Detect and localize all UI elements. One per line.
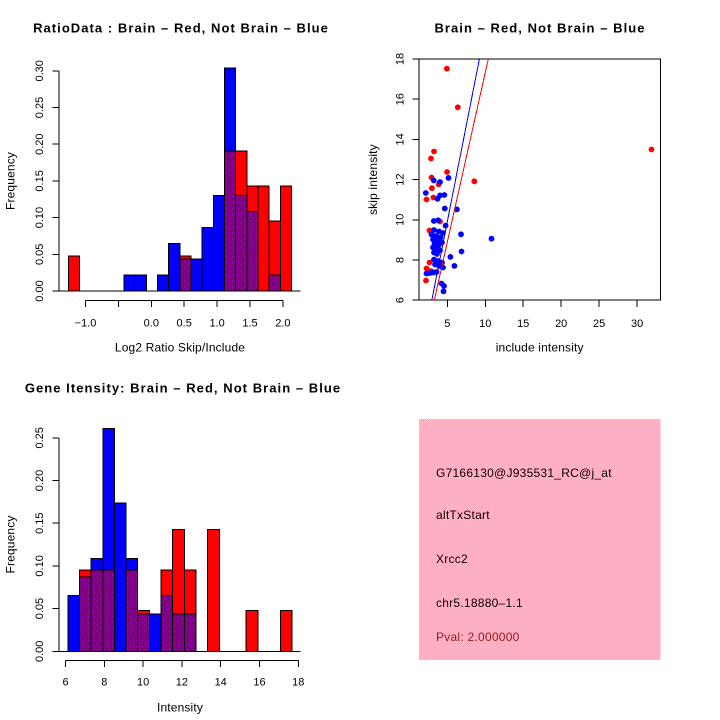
svg-text:0.05: 0.05 bbox=[34, 598, 46, 619]
svg-text:altTxStart: altTxStart bbox=[436, 508, 490, 522]
svg-text:18: 18 bbox=[395, 53, 407, 65]
svg-text:1.5: 1.5 bbox=[242, 318, 257, 330]
svg-text:8: 8 bbox=[101, 677, 107, 689]
svg-text:6: 6 bbox=[395, 297, 407, 303]
svg-text:18: 18 bbox=[292, 677, 304, 689]
svg-text:12: 12 bbox=[176, 677, 188, 689]
svg-text:Frequency: Frequency bbox=[4, 152, 18, 210]
svg-text:14: 14 bbox=[215, 677, 227, 689]
svg-text:chr5.18880–1.1: chr5.18880–1.1 bbox=[436, 596, 523, 610]
svg-text:1.0: 1.0 bbox=[209, 318, 224, 330]
svg-text:0.15: 0.15 bbox=[34, 512, 46, 533]
svg-text:0.00: 0.00 bbox=[34, 280, 46, 301]
svg-text:25: 25 bbox=[593, 318, 605, 330]
svg-text:5: 5 bbox=[444, 318, 450, 330]
svg-text:0.5: 0.5 bbox=[177, 318, 192, 330]
svg-text:Frequency: Frequency bbox=[4, 515, 18, 573]
svg-text:16: 16 bbox=[253, 677, 265, 689]
svg-text:8: 8 bbox=[395, 257, 407, 263]
svg-text:30: 30 bbox=[631, 318, 643, 330]
svg-text:6: 6 bbox=[62, 677, 68, 689]
svg-text:include intensity: include intensity bbox=[496, 341, 584, 355]
svg-text:20: 20 bbox=[555, 318, 567, 330]
svg-text:0.20: 0.20 bbox=[34, 470, 46, 491]
svg-text:Pval: 2.000000: Pval: 2.000000 bbox=[436, 630, 520, 644]
svg-text:10: 10 bbox=[137, 677, 149, 689]
svg-text:2.0: 2.0 bbox=[275, 318, 290, 330]
svg-text:0.10: 0.10 bbox=[34, 555, 46, 576]
svg-text:Log2 Ratio Skip/Include: Log2 Ratio Skip/Include bbox=[115, 341, 245, 355]
svg-text:−1.0: −1.0 bbox=[75, 318, 97, 330]
svg-text:10: 10 bbox=[479, 318, 491, 330]
svg-text:G7166130@J935531_RC@j_at: G7166130@J935531_RC@j_at bbox=[436, 466, 612, 480]
svg-text:12: 12 bbox=[395, 173, 407, 185]
svg-text:0.25: 0.25 bbox=[34, 97, 46, 118]
svg-text:0.0: 0.0 bbox=[144, 318, 159, 330]
svg-text:16: 16 bbox=[395, 93, 407, 105]
svg-text:15: 15 bbox=[517, 318, 529, 330]
svg-text:RatioData : Brain – Red, Not B: RatioData : Brain – Red, Not Brain – Blu… bbox=[33, 21, 329, 36]
svg-text:Xrcc2: Xrcc2 bbox=[436, 552, 468, 566]
svg-text:0.30: 0.30 bbox=[34, 60, 46, 81]
svg-text:0.05: 0.05 bbox=[34, 244, 46, 265]
svg-text:0.25: 0.25 bbox=[34, 427, 46, 448]
svg-text:Intensity: Intensity bbox=[157, 701, 203, 715]
svg-text:14: 14 bbox=[395, 133, 407, 145]
svg-text:0.10: 0.10 bbox=[34, 207, 46, 228]
svg-text:0.15: 0.15 bbox=[34, 170, 46, 191]
svg-text:skip intensity: skip intensity bbox=[366, 144, 380, 215]
svg-text:10: 10 bbox=[395, 214, 407, 226]
svg-text:0.20: 0.20 bbox=[34, 133, 46, 154]
svg-text:Gene Itensity: Brain – Red, No: Gene Itensity: Brain – Red, Not Brain – … bbox=[25, 381, 341, 396]
svg-text:0.00: 0.00 bbox=[34, 641, 46, 662]
svg-text:Brain – Red, Not Brain – Blue: Brain – Red, Not Brain – Blue bbox=[434, 21, 645, 36]
